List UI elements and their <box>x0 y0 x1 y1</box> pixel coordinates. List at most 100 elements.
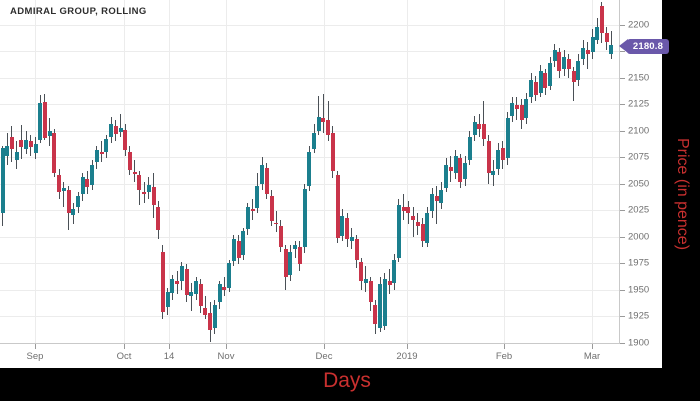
candle[interactable] <box>231 238 236 262</box>
candle[interactable] <box>14 151 19 161</box>
candle[interactable] <box>552 50 557 61</box>
candle[interactable] <box>571 71 576 82</box>
candle[interactable] <box>321 117 326 123</box>
candle[interactable] <box>137 175 142 191</box>
candle[interactable] <box>609 45 614 55</box>
candle[interactable] <box>472 122 477 135</box>
candle[interactable] <box>76 196 81 207</box>
candle[interactable] <box>28 141 33 147</box>
candle[interactable] <box>245 207 250 230</box>
candle[interactable] <box>132 172 137 174</box>
candle[interactable] <box>481 124 486 140</box>
plot-area[interactable]: 2200217521502125210020752050202520001975… <box>0 0 662 368</box>
candle[interactable] <box>345 217 350 239</box>
candle[interactable] <box>109 124 114 138</box>
candle[interactable] <box>175 281 180 285</box>
candle[interactable] <box>430 194 435 212</box>
candle[interactable] <box>241 231 246 255</box>
candle[interactable] <box>142 192 147 195</box>
candle[interactable] <box>458 158 463 182</box>
candle[interactable] <box>378 284 383 328</box>
candle[interactable] <box>151 186 156 205</box>
candle[interactable] <box>453 156 458 174</box>
candle[interactable] <box>288 251 293 275</box>
candle[interactable] <box>349 236 354 241</box>
candle[interactable] <box>264 167 269 195</box>
candle[interactable] <box>170 279 175 293</box>
candle[interactable] <box>444 164 449 188</box>
candle[interactable] <box>548 62 553 87</box>
candle[interactable] <box>90 164 95 185</box>
candle[interactable] <box>491 170 496 176</box>
candle[interactable] <box>9 137 14 149</box>
candle[interactable] <box>236 240 241 258</box>
candle[interactable] <box>146 184 151 193</box>
candle[interactable] <box>312 132 317 149</box>
candle[interactable] <box>316 116 321 131</box>
candle[interactable] <box>330 132 335 171</box>
candle[interactable] <box>599 5 604 34</box>
candle[interactable] <box>222 286 227 290</box>
candle[interactable] <box>118 127 123 132</box>
candle[interactable] <box>104 139 109 152</box>
candle[interactable] <box>496 149 501 169</box>
candle[interactable] <box>165 291 170 307</box>
candle[interactable] <box>590 37 595 53</box>
candle[interactable] <box>19 140 24 147</box>
candle[interactable] <box>297 247 302 265</box>
candle[interactable] <box>24 140 29 149</box>
candle[interactable] <box>71 209 76 216</box>
candle[interactable] <box>566 58 571 70</box>
candle[interactable] <box>505 117 510 159</box>
candle[interactable] <box>47 130 52 136</box>
candle[interactable] <box>113 126 118 134</box>
candle[interactable] <box>500 147 505 161</box>
candle[interactable] <box>581 48 586 59</box>
candle[interactable] <box>274 222 279 225</box>
candle[interactable] <box>326 120 331 135</box>
candle[interactable] <box>283 249 288 277</box>
candle[interactable] <box>227 263 232 288</box>
candle[interactable] <box>392 260 397 284</box>
candle[interactable] <box>538 71 543 93</box>
candle[interactable] <box>519 105 524 121</box>
candle[interactable] <box>127 151 132 170</box>
candle[interactable] <box>406 207 411 214</box>
candle[interactable] <box>42 102 47 139</box>
candle[interactable] <box>415 221 420 227</box>
candle[interactable] <box>524 98 529 118</box>
candle[interactable] <box>595 26 600 40</box>
candle[interactable] <box>33 144 38 153</box>
candle[interactable] <box>99 151 104 154</box>
candle[interactable] <box>269 196 274 221</box>
candle[interactable] <box>434 196 439 201</box>
candle[interactable] <box>307 151 312 186</box>
candle[interactable] <box>439 190 444 203</box>
candle[interactable] <box>5 145 10 157</box>
candle[interactable] <box>359 262 364 282</box>
candle[interactable] <box>212 304 217 328</box>
last-price-badge[interactable]: 2180.8 <box>627 39 669 54</box>
candle[interactable] <box>396 204 401 258</box>
candle[interactable] <box>38 103 43 141</box>
candle[interactable] <box>61 187 66 192</box>
candle[interactable] <box>373 304 378 324</box>
candle[interactable] <box>80 177 85 195</box>
candle[interactable] <box>585 50 590 55</box>
candle[interactable] <box>533 81 538 95</box>
candle[interactable] <box>576 60 581 80</box>
candle[interactable] <box>302 189 307 248</box>
candle[interactable] <box>510 103 515 116</box>
candle[interactable] <box>198 284 203 306</box>
candle[interactable] <box>401 207 406 212</box>
candle[interactable] <box>189 291 194 297</box>
candle[interactable] <box>340 215 345 236</box>
candle[interactable] <box>363 279 368 284</box>
candle[interactable] <box>85 179 90 187</box>
candle[interactable] <box>486 141 491 174</box>
candle[interactable] <box>57 175 62 193</box>
candle[interactable] <box>368 281 373 303</box>
candle[interactable] <box>184 268 189 295</box>
candle[interactable] <box>278 226 283 248</box>
candle[interactable] <box>529 79 534 97</box>
